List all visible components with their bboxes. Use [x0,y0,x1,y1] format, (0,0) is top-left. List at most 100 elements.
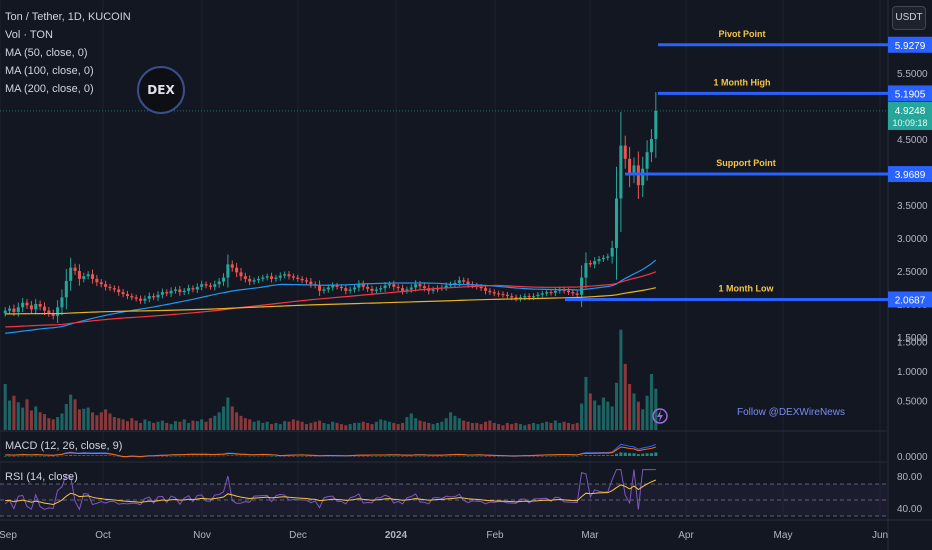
candle-body [514,297,518,299]
candle-body [401,288,405,291]
volume-bar [379,419,383,430]
candle-body [8,308,12,311]
candle-body [283,274,287,276]
macd-histogram-bar [173,455,178,457]
candle-body [392,284,396,287]
volume-bar [217,412,221,430]
volume-bar [21,407,25,430]
volume-bar [593,400,597,430]
candle-body [82,276,86,279]
candle-body [73,267,77,271]
candle-body [335,285,339,287]
macd-histogram-bar [453,455,457,457]
candle-body [239,272,243,277]
candle-body [287,274,291,277]
candle-body [121,292,125,295]
volume-bar [361,421,365,430]
level-label: Support Point [716,158,776,168]
ma50-label[interactable]: MA (50, close, 0) [5,47,88,59]
macd-label[interactable]: MACD (12, 26, close, 9) [5,440,123,452]
volume-bar [82,408,86,430]
candle-body [387,284,391,286]
volume-bar [422,421,426,430]
macd-histogram-bar [645,453,649,456]
macd-histogram-bar [361,456,365,457]
volume-bar [239,415,243,430]
macd-histogram-bar [566,455,571,457]
macd-histogram-bar [178,455,182,457]
candle-body [309,281,313,285]
symbol-title[interactable]: Ton / Tether, 1D, KUCOIN [5,11,131,23]
volume-bar [60,413,64,430]
candle-body [99,282,103,285]
ma200-label[interactable]: MA (200, close, 0) [5,83,94,95]
ma100-label[interactable]: MA (100, close, 0) [5,65,94,77]
volume-bar [558,422,562,430]
volume-bar [143,419,147,430]
level-label: Pivot Point [719,29,766,39]
candle-body [610,247,614,257]
macd-histogram-bar [261,455,265,457]
volume-bar [38,412,42,430]
macd-histogram-bar [588,455,592,456]
candle-body [457,280,461,283]
volume-bar [95,415,99,430]
level-price-tag [888,36,932,53]
volume-bar [335,422,339,430]
rsi-label[interactable]: RSI (14, close) [5,471,78,483]
candle-body [86,274,90,277]
volume-bar [545,421,549,430]
macd-histogram-bar [435,456,440,457]
time-tick-label: May [774,530,793,541]
volume-bar [34,406,38,430]
candle-body [431,289,435,291]
candle-body [221,277,226,282]
candle-body [200,284,204,287]
volume-bar [527,424,531,430]
candle-body [344,288,348,291]
follow-text: Follow @DEXWireNews [737,407,845,418]
currency-button[interactable]: USDT [892,6,926,30]
macd-histogram-bar [8,455,12,457]
time-tick-label: Oct [95,530,111,541]
macd-histogram-bar [73,455,77,456]
candle-body [566,290,571,293]
candle-body [641,168,645,186]
candle-body [601,257,605,260]
volume-bar [331,421,335,430]
candle-body [606,256,610,258]
volume-indicator-label[interactable]: Vol · TON [5,29,53,41]
macd-histogram-bar [287,456,291,457]
macd-histogram-bar [357,456,361,457]
candle-body [361,284,365,287]
macd-histogram-bar [243,455,247,457]
macd-histogram-bar [632,453,636,456]
candle-body [523,296,527,298]
time-tick-label: Mar [581,530,599,541]
volume-bar [623,363,627,430]
volume-bar [352,422,357,430]
time-tick-label: Nov [193,530,211,541]
level-label: 1 Month High [714,77,771,87]
volume-bar [156,421,160,430]
volume-bar [173,421,178,430]
macd-histogram-bar [584,455,588,456]
candle-body [409,287,413,290]
macd-histogram-bar [545,455,549,457]
macd-histogram-bar [256,455,260,457]
volume-bar [221,406,226,430]
volume-bar [571,424,575,430]
candle-body [357,284,361,288]
macd-histogram-bar [449,455,453,457]
macd-histogram-bar [213,455,217,457]
volume-bar [588,393,592,430]
volume-bar [562,421,566,430]
volume-bar [25,399,29,430]
candle-body [270,276,274,279]
candle-body [160,292,164,295]
price-tick-label: 5.5000 [897,69,928,80]
candle-body [130,296,134,298]
volume-bar [540,422,544,430]
macd-tick-label: 0.0000 [897,452,928,463]
